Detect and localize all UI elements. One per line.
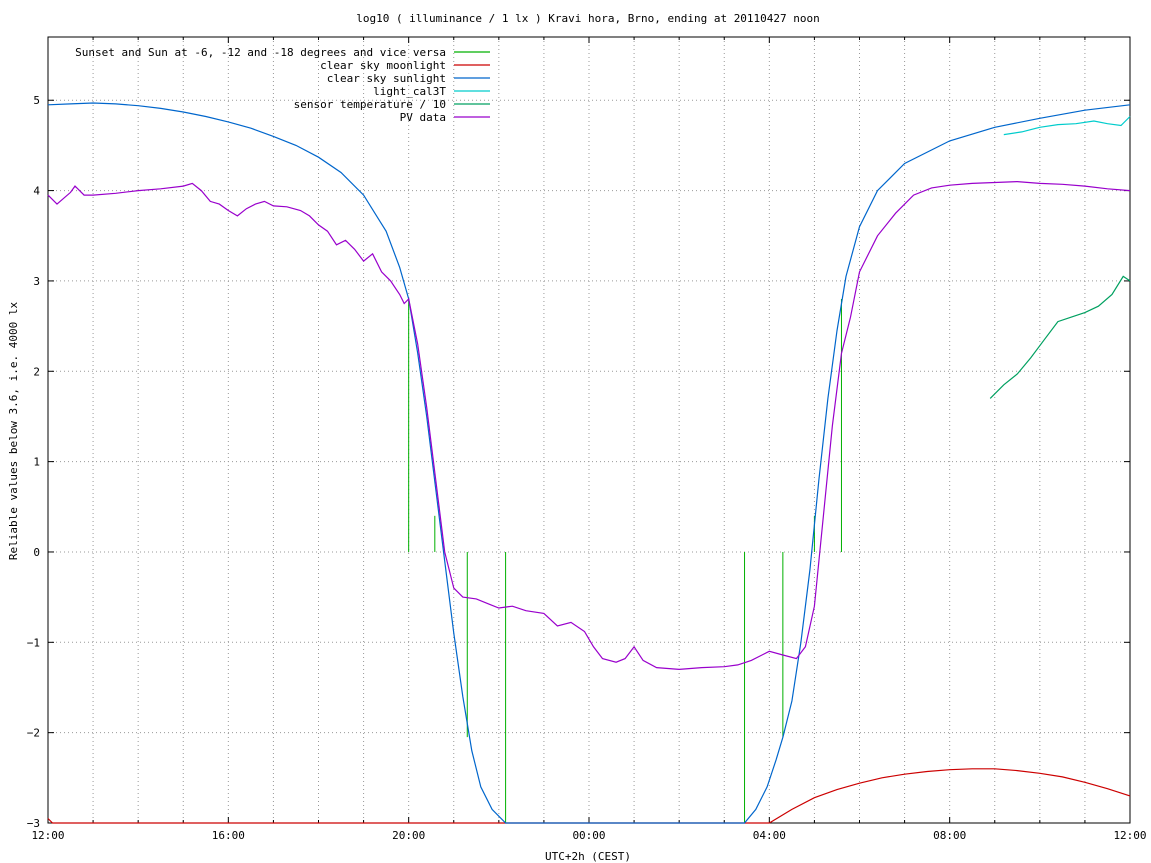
legend-label: PV data <box>400 111 446 124</box>
x-tick-label: 04:00 <box>753 829 786 842</box>
y-tick-label: 1 <box>33 456 40 469</box>
legend: Sunset and Sun at -6, -12 and -18 degree… <box>75 46 490 124</box>
series-line-5 <box>47 180 1131 671</box>
legend-label: light_cal3T <box>373 85 446 98</box>
x-tick-label: 12:00 <box>31 829 64 842</box>
legend-label: Sunset and Sun at -6, -12 and -18 degree… <box>75 46 446 59</box>
y-tick-label: 2 <box>33 365 40 378</box>
y-axis-label: Reliable values below 3.6, i.e. 4000 lx <box>7 301 20 560</box>
x-tick-label: 08:00 <box>933 829 966 842</box>
legend-label: clear sky moonlight <box>320 59 446 72</box>
x-tick-label: 16:00 <box>212 829 245 842</box>
series-layer <box>47 102 1131 824</box>
grid <box>48 37 1130 823</box>
y-tick-label: 5 <box>33 94 40 107</box>
series-line-1 <box>47 768 1131 824</box>
y-tick-label: −2 <box>27 727 40 740</box>
x-tick-label: 00:00 <box>572 829 605 842</box>
y-tick-label: 0 <box>33 546 40 559</box>
y-tick-label: 4 <box>33 185 40 198</box>
series-line-4 <box>989 275 1131 399</box>
series-line-2 <box>47 102 1131 824</box>
legend-label: clear sky sunlight <box>327 72 446 85</box>
y-tick-label: −1 <box>27 636 40 649</box>
x-tick-label: 20:00 <box>392 829 425 842</box>
series-line-3 <box>1003 116 1131 136</box>
legend-label: sensor temperature / 10 <box>294 98 446 111</box>
x-axis-label: UTC+2h (CEST) <box>545 850 631 863</box>
chart-title: log10 ( illuminance / 1 lx ) Kravi hora,… <box>356 12 820 25</box>
y-tick-label: −3 <box>27 817 40 830</box>
y-tick-label: 3 <box>33 275 40 288</box>
x-tick-label: 12:00 <box>1113 829 1146 842</box>
